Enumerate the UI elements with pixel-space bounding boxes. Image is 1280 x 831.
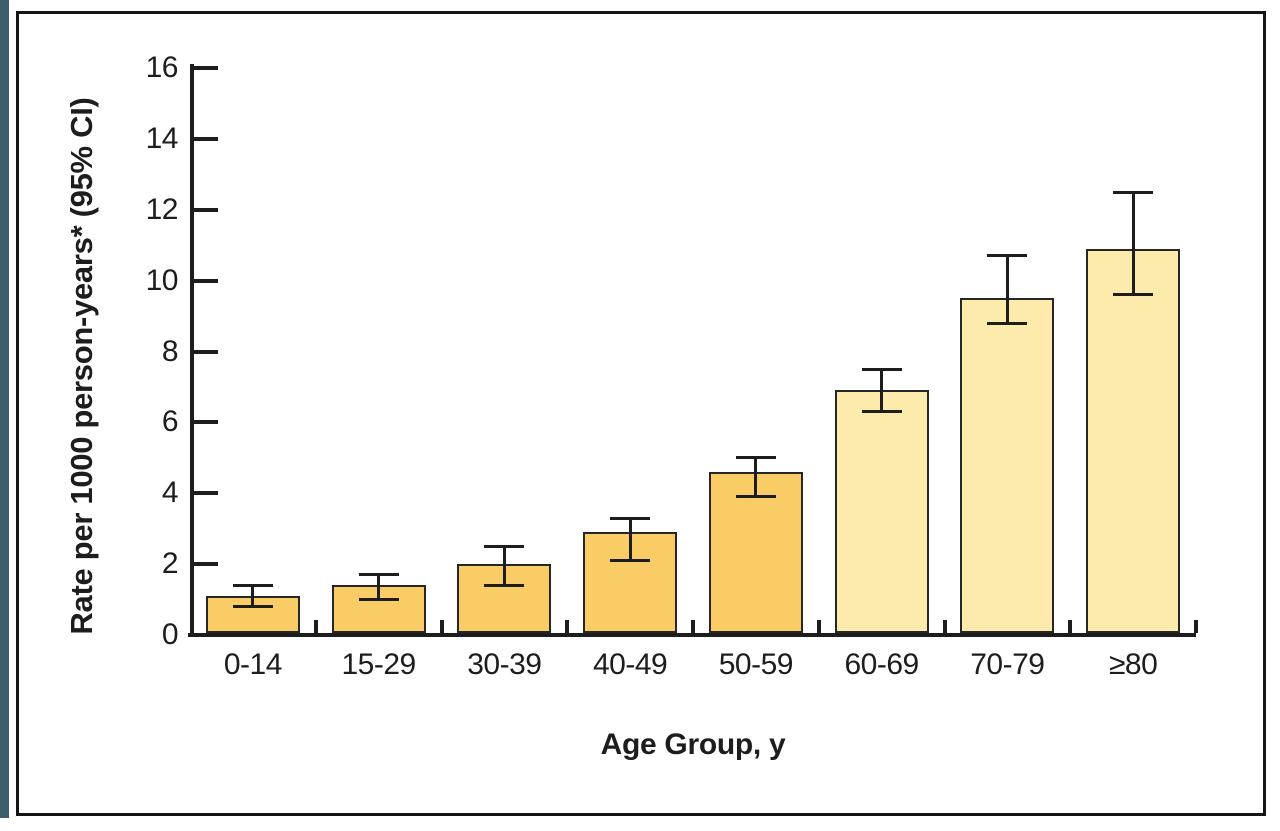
y-axis-title: Rate per 1000 person-years* (95% CI) — [64, 97, 99, 635]
error-bar-line — [1005, 255, 1009, 324]
error-bar-cap-bottom — [1113, 293, 1154, 297]
y-tick — [190, 66, 218, 70]
error-bar-cap-bottom — [735, 495, 776, 499]
bar — [1086, 248, 1181, 633]
x-category-label: ≥80 — [1108, 648, 1158, 681]
error-bar-line — [754, 457, 758, 497]
error-bar-line — [251, 585, 255, 607]
x-category-label: 30-39 — [467, 648, 542, 681]
error-bar-cap-bottom — [987, 321, 1028, 325]
error-bar-cap-bottom — [358, 598, 399, 602]
error-bar-cap-top — [735, 456, 776, 460]
x-axis-title: Age Group, y — [600, 728, 786, 761]
error-bar-line — [377, 574, 381, 600]
y-tick-label: 6 — [161, 405, 179, 439]
x-tick — [439, 620, 444, 633]
error-bar-cap-top — [987, 254, 1028, 258]
error-bar-line — [1131, 192, 1135, 295]
x-category-label: 60-69 — [844, 648, 920, 681]
figure-frame — [16, 11, 1266, 816]
error-bar-cap-top — [861, 367, 902, 371]
error-bar-cap-bottom — [484, 583, 525, 587]
accent-stripe — [0, 0, 9, 818]
x-category-label: 15-29 — [341, 648, 417, 681]
y-tick — [190, 136, 218, 141]
y-tick — [190, 278, 218, 283]
y-tick-label: 8 — [161, 334, 179, 368]
y-tick — [190, 491, 218, 496]
error-bar-line — [502, 546, 506, 586]
y-tick-label: 16 — [145, 51, 179, 84]
bar — [583, 532, 678, 633]
error-bar-cap-bottom — [232, 605, 273, 609]
x-tick — [313, 620, 318, 633]
y-tick-label: 4 — [161, 476, 179, 510]
y-tick-label: 0 — [161, 618, 179, 651]
y-tick — [190, 207, 218, 212]
x-tick — [942, 620, 947, 633]
y-tick — [190, 420, 218, 425]
bar — [960, 298, 1055, 633]
y-tick-label: 10 — [145, 263, 179, 297]
x-tick — [565, 620, 570, 633]
x-category-label: 70-79 — [970, 648, 1045, 681]
y-tick-label: 2 — [161, 547, 179, 581]
error-bar-cap-bottom — [861, 410, 902, 414]
x-tick — [816, 620, 821, 633]
error-bar-line — [628, 518, 632, 561]
x-axis-line — [188, 633, 1196, 637]
x-tick — [1194, 620, 1198, 633]
x-category-label: 40-49 — [593, 648, 668, 681]
x-category-label: 0-14 — [223, 648, 283, 681]
error-bar-cap-bottom — [610, 559, 651, 563]
y-tick-label: 12 — [145, 192, 179, 226]
error-bar-line — [880, 369, 884, 412]
bar — [834, 390, 929, 633]
x-category-label: 50-59 — [718, 648, 794, 681]
x-tick — [1068, 620, 1073, 633]
x-tick — [691, 620, 695, 633]
error-bar-cap-top — [232, 583, 273, 587]
y-tick-label: 14 — [145, 121, 179, 155]
error-bar-cap-top — [358, 573, 399, 577]
y-tick — [190, 349, 218, 354]
error-bar-cap-top — [1113, 190, 1154, 194]
bar — [708, 471, 803, 633]
y-tick — [190, 562, 218, 567]
error-bar-cap-top — [484, 544, 525, 548]
error-bar-cap-top — [610, 516, 651, 520]
